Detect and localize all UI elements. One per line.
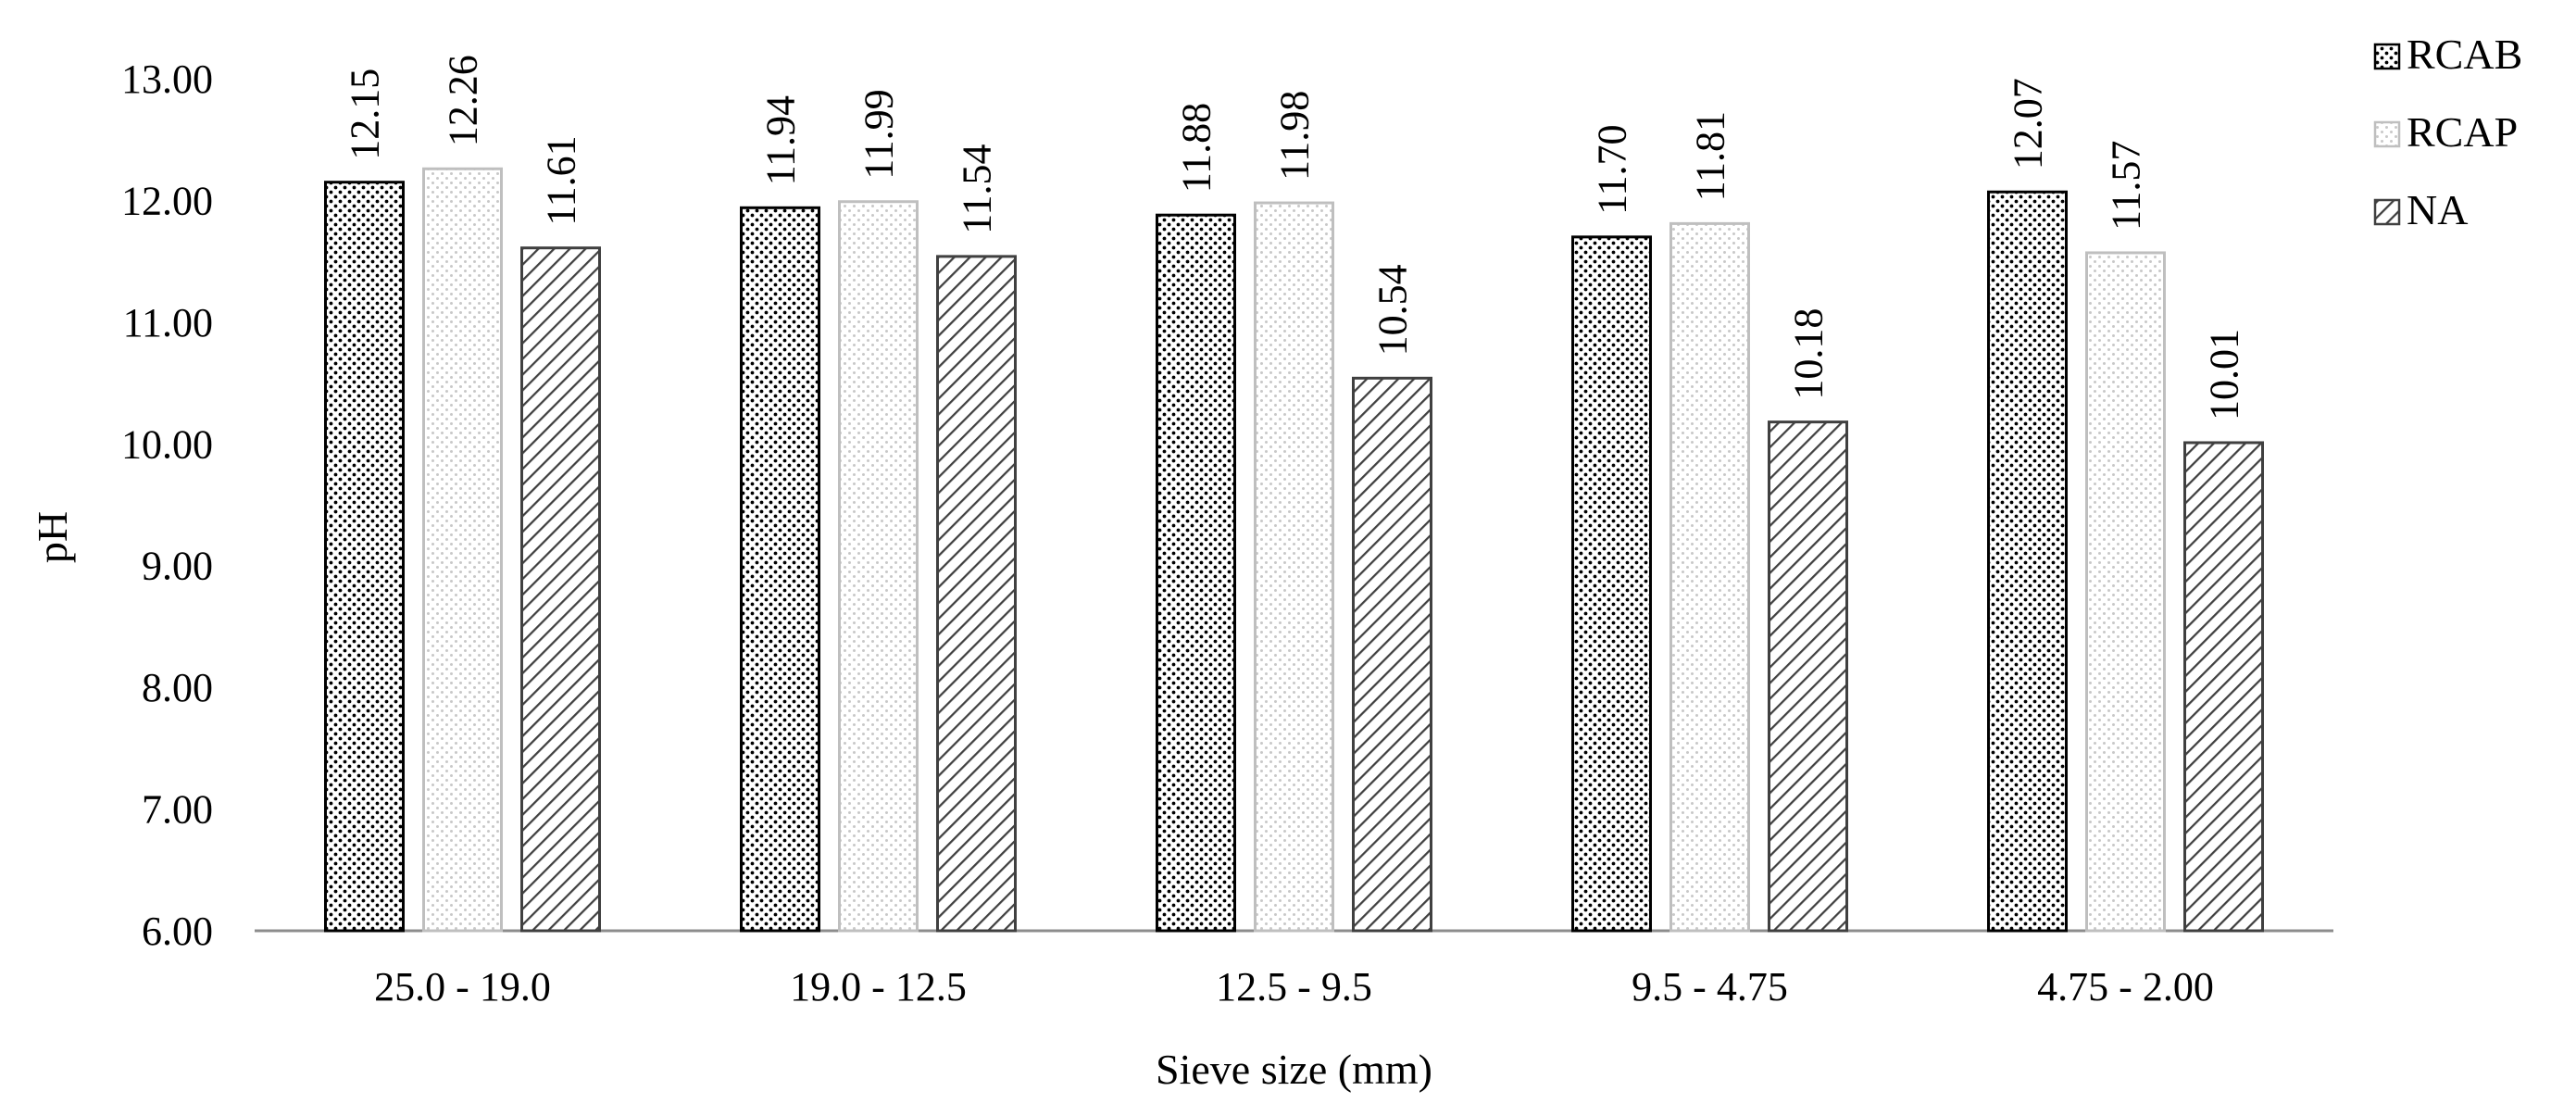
y-tick-label: 10.00 [121, 421, 213, 467]
bar-na [1352, 376, 1432, 933]
data-label: 11.70 [1590, 124, 1635, 214]
y-tick-label: 9.00 [142, 544, 213, 589]
bar-rcab [1156, 213, 1236, 933]
data-label: 11.98 [1272, 91, 1318, 181]
data-label: 11.61 [539, 135, 584, 225]
x-category-label: 19.0 - 12.5 [790, 964, 967, 1009]
y-tick-label: 8.00 [142, 665, 213, 710]
x-category-label: 9.5 - 4.75 [1632, 964, 1788, 1009]
labels-layer: 12.15 11.94 11.88 11.70 12.07 12.26 11.99 11.98… [343, 55, 2247, 420]
bar-na [2183, 441, 2264, 933]
legend-swatch-rcab [2373, 43, 2401, 70]
legend-label: RCAB [2407, 31, 2522, 78]
bar-rcab [324, 181, 405, 933]
legend-swatch-rcap [2373, 120, 2401, 148]
y-tick-label: 7.00 [142, 787, 213, 833]
data-label: 11.94 [758, 95, 804, 185]
bar-na [1768, 420, 1848, 933]
bar-rcab [740, 206, 820, 933]
bar-rcab [1987, 190, 2068, 933]
data-label: 11.99 [857, 89, 902, 179]
x-category-label: 25.0 - 19.0 [374, 964, 551, 1009]
data-label: 12.15 [343, 69, 388, 160]
y-axis-title: pH [29, 511, 76, 563]
data-label: 12.07 [2006, 78, 2051, 169]
data-label: 11.57 [2104, 141, 2149, 231]
bar-rcap [2085, 251, 2166, 933]
y-tick-label: 6.00 [142, 909, 213, 954]
bar-rcap [422, 167, 503, 933]
data-label: 10.54 [1370, 264, 1416, 356]
bar-na [520, 246, 601, 933]
bar-rcap [1669, 221, 1750, 933]
bar-rcap [1254, 201, 1334, 933]
bar-rcap [838, 200, 919, 933]
x-category-label: 12.5 - 9.5 [1216, 964, 1372, 1009]
data-label: 10.01 [2202, 329, 2247, 420]
data-label: 10.18 [1786, 308, 1832, 400]
y-tick-label: 11.00 [123, 300, 213, 345]
legend-label: NA [2407, 186, 2468, 233]
x-category-label: 4.75 - 2.00 [2037, 964, 2214, 1009]
x-axis-title: Sieve size (mm) [1156, 1046, 1432, 1093]
bar-na [936, 255, 1017, 933]
data-label: 11.88 [1174, 103, 1219, 193]
bar-rcab [1571, 235, 1652, 933]
bars-layer [324, 167, 2264, 933]
legend: RCAB RCAP NA [2373, 31, 2522, 233]
legend-label: RCAP [2407, 108, 2518, 156]
y-tick-label: 12.00 [121, 178, 213, 223]
y-tick-label: 13.00 [121, 56, 213, 102]
data-label: 12.26 [441, 55, 486, 146]
data-label: 11.81 [1688, 111, 1733, 201]
legend-swatch-na [2373, 198, 2401, 226]
data-label: 11.54 [955, 144, 1000, 234]
